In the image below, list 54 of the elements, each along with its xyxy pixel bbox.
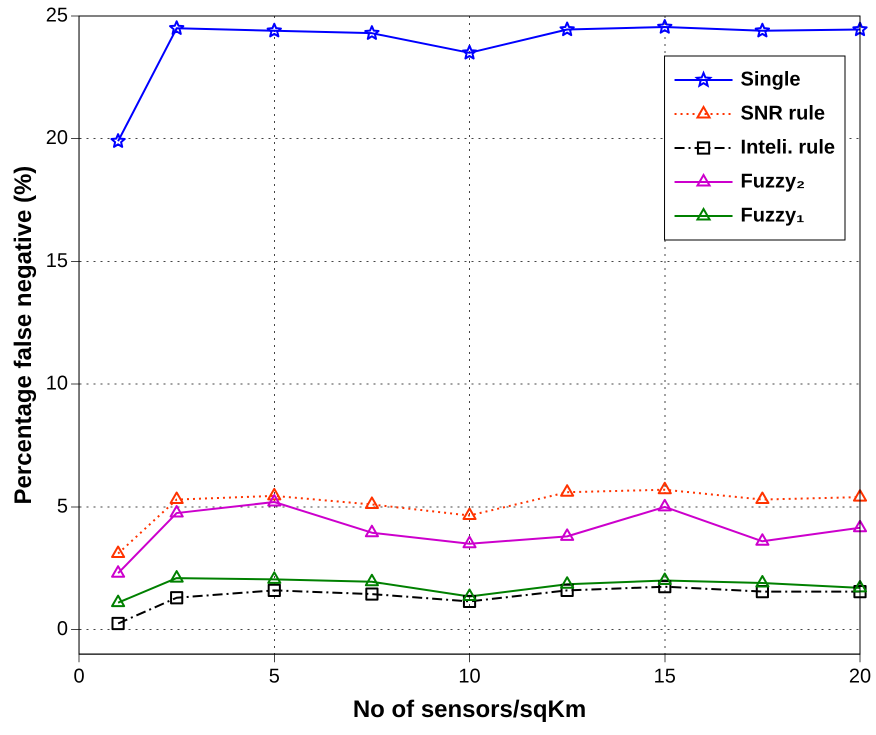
- point: [267, 571, 282, 584]
- point: [658, 498, 672, 512]
- x-tick-label: 20: [848, 666, 872, 688]
- point: [755, 575, 770, 588]
- legend-label: Fuzzy₂: [740, 170, 805, 193]
- point: [754, 22, 770, 38]
- y-tick-label: 15: [46, 250, 68, 272]
- point: [560, 528, 574, 541]
- x-tick-label: 15: [654, 666, 676, 688]
- y-tick-label: 0: [56, 618, 68, 640]
- x-tick-label: 10: [458, 666, 481, 688]
- y-tick-label: 5: [56, 495, 68, 518]
- point: [170, 570, 184, 583]
- point: [364, 25, 380, 40]
- point: [364, 496, 379, 509]
- point: [462, 44, 478, 60]
- x-tick-label: 0: [73, 666, 85, 688]
- legend-label: Single: [740, 68, 801, 91]
- point: [658, 572, 672, 586]
- point: [657, 19, 672, 34]
- point: [364, 574, 379, 586]
- point: [110, 133, 126, 148]
- point: [852, 580, 868, 592]
- point: [755, 492, 770, 504]
- point: [462, 508, 477, 520]
- x-axis-title: No of sensors/sqKm: [352, 696, 586, 724]
- point: [170, 505, 184, 518]
- point: [170, 492, 184, 504]
- legend-label: Fuzzy₁: [740, 204, 804, 227]
- point: [364, 524, 379, 538]
- point: [462, 588, 477, 602]
- legend-label: Inteli. rule: [740, 136, 836, 159]
- legend-label: SNR rule: [740, 102, 826, 125]
- point: [852, 489, 868, 502]
- point: [267, 494, 282, 507]
- y-tick-label: 25: [46, 4, 68, 27]
- point: [852, 22, 868, 36]
- point: [462, 536, 477, 548]
- point: [266, 22, 282, 38]
- point: [267, 488, 282, 500]
- point: [755, 533, 770, 546]
- point: [111, 594, 126, 608]
- point: [852, 520, 868, 532]
- point: [560, 576, 574, 589]
- x-tick-label: 5: [268, 666, 280, 688]
- point: [658, 482, 672, 494]
- y-tick-label: 10: [46, 372, 68, 395]
- point: [560, 484, 574, 497]
- point: [559, 22, 575, 36]
- point: [169, 20, 184, 35]
- y-tick-label: 20: [46, 127, 68, 150]
- y-axis-title: Percentage false negative (%): [10, 166, 38, 505]
- point: [111, 546, 126, 558]
- point: [111, 565, 126, 578]
